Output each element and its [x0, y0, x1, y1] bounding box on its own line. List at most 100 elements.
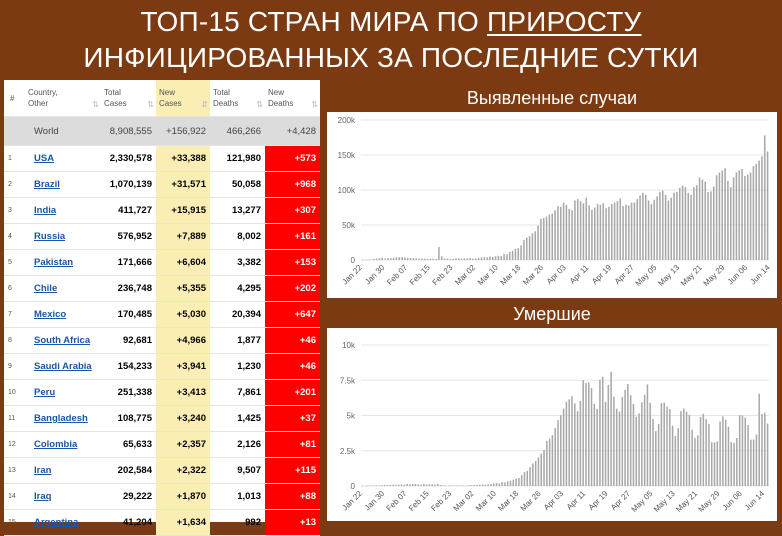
bar: [656, 196, 658, 260]
total-cases-cell: 202,584: [101, 457, 156, 484]
sort-icon[interactable]: ⇅: [147, 100, 154, 109]
bar: [696, 435, 699, 486]
col-header-index[interactable]: #: [4, 80, 28, 117]
bar: [688, 414, 691, 486]
bar: [632, 403, 635, 486]
sort-icon[interactable]: ⇵: [201, 100, 208, 109]
bar: [582, 203, 585, 260]
row-index: 1: [4, 145, 28, 172]
bar: [389, 258, 392, 260]
country-cell: Iraq: [28, 483, 101, 510]
country-link[interactable]: USA: [34, 153, 55, 164]
bar: [459, 485, 461, 487]
bar: [432, 258, 435, 260]
cases-chart-title: Выявленные случаи: [327, 84, 777, 112]
new-deaths-cell: +81: [265, 431, 320, 458]
bar: [560, 415, 562, 486]
bar: [650, 204, 653, 260]
x-tick-label: Mar 26: [521, 263, 545, 287]
country-cell: India: [28, 197, 101, 224]
new-cases-cell: +2,322: [156, 457, 210, 484]
country-link[interactable]: Iran: [34, 465, 52, 476]
bar: [463, 258, 466, 260]
total-cases-cell: 251,338: [101, 379, 156, 406]
bar: [515, 478, 517, 486]
bar: [618, 411, 621, 486]
bar: [395, 484, 397, 486]
bar: [610, 204, 613, 260]
bar: [383, 485, 386, 486]
sort-icon[interactable]: ⇅: [92, 100, 99, 109]
bar: [372, 485, 375, 486]
bar: [378, 485, 380, 486]
bar: [406, 483, 408, 486]
col-header-country[interactable]: Country, Other ⇅: [28, 80, 101, 117]
new-cases-cell: +3,413: [156, 379, 210, 406]
col-header-total-cases[interactable]: Total Cases ⇅: [101, 80, 156, 117]
x-tick-label: May 05: [630, 489, 655, 514]
country-link[interactable]: Iraq: [34, 491, 52, 502]
country-link[interactable]: Bangladesh: [34, 413, 88, 424]
new-cases-cell: +33,388: [156, 145, 210, 172]
bar: [750, 439, 752, 486]
country-cell: Peru: [28, 379, 101, 406]
bar: [554, 427, 556, 486]
table-row: 6 Chile 236,748 +5,355 4,295 +202: [4, 275, 320, 302]
col-header-new-deaths[interactable]: New Deaths ⇅: [265, 80, 320, 117]
total-cases-cell: 108,775: [101, 405, 156, 432]
bar: [449, 259, 452, 260]
country-link[interactable]: Chile: [34, 283, 58, 294]
total-cases-cell: 92,681: [101, 327, 156, 354]
row-index: 6: [4, 275, 28, 302]
header-title-line1: ТОП-15 СТРАН МИРА ПО ПРИРОСТУ: [0, 6, 782, 38]
bar: [652, 418, 654, 486]
row-index: 10: [4, 379, 28, 406]
country-link[interactable]: India: [34, 205, 57, 216]
y-tick-label: 2.5k: [340, 447, 356, 456]
country-link[interactable]: Saudi Arabia: [34, 361, 92, 372]
x-tick-label: Mar 18: [496, 489, 520, 513]
bar: [455, 258, 457, 260]
sort-icon[interactable]: ⇅: [256, 100, 263, 109]
total-cases-cell: 65,633: [101, 431, 156, 458]
bar: [425, 484, 428, 486]
bar: [364, 485, 366, 487]
country-link[interactable]: Brazil: [34, 179, 60, 190]
new-cases-cell: +4,966: [156, 327, 210, 354]
bar: [520, 475, 523, 486]
country-link[interactable]: Mexico: [34, 309, 67, 320]
bar: [381, 485, 383, 486]
bar: [414, 483, 417, 486]
deaths-chart-title: Умершие: [327, 300, 777, 328]
country-link[interactable]: South Africa: [34, 335, 91, 346]
y-tick-label: 0: [351, 482, 356, 491]
bar: [415, 258, 418, 260]
country-link[interactable]: Peru: [34, 387, 56, 398]
x-tick-label: Mar 02: [453, 263, 477, 287]
country-link[interactable]: Colombia: [34, 439, 78, 450]
sort-icon[interactable]: ⇅: [311, 100, 318, 109]
total-cases-cell: 170,485: [101, 301, 156, 328]
col-header-total-deaths[interactable]: Total Deaths ⇅: [210, 80, 265, 117]
bar: [452, 258, 454, 260]
country-link[interactable]: Pakistan: [34, 257, 74, 268]
bar: [404, 257, 406, 260]
country-link[interactable]: Russia: [34, 231, 66, 242]
bar: [591, 209, 593, 260]
bar: [540, 453, 543, 486]
header-title-underlined: ПРИРОСТУ: [486, 6, 642, 37]
bar: [568, 399, 570, 486]
col-header-new-cases[interactable]: New Cases ⇵: [156, 80, 210, 117]
country-cell: Pakistan: [28, 249, 101, 276]
total-deaths-cell: 1,013: [210, 483, 265, 510]
country-cell: USA: [28, 145, 101, 172]
bar: [511, 250, 514, 260]
bar: [730, 442, 733, 486]
bar: [712, 186, 715, 260]
x-tick-label: Jan 22: [340, 489, 364, 513]
country-link[interactable]: Argentina: [34, 517, 79, 528]
bar: [409, 258, 412, 260]
x-tick-label: Apr 03: [542, 489, 565, 512]
bar: [718, 172, 721, 260]
